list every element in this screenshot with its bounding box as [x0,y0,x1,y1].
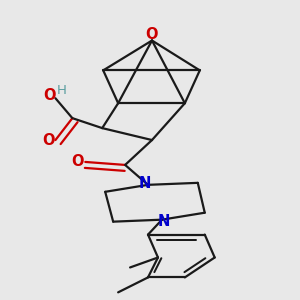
Text: O: O [146,27,158,42]
Text: N: N [157,214,170,229]
Text: O: O [43,88,56,103]
Text: O: O [72,154,84,169]
Text: O: O [43,133,55,148]
Text: H: H [56,84,66,97]
Text: N: N [139,176,151,191]
